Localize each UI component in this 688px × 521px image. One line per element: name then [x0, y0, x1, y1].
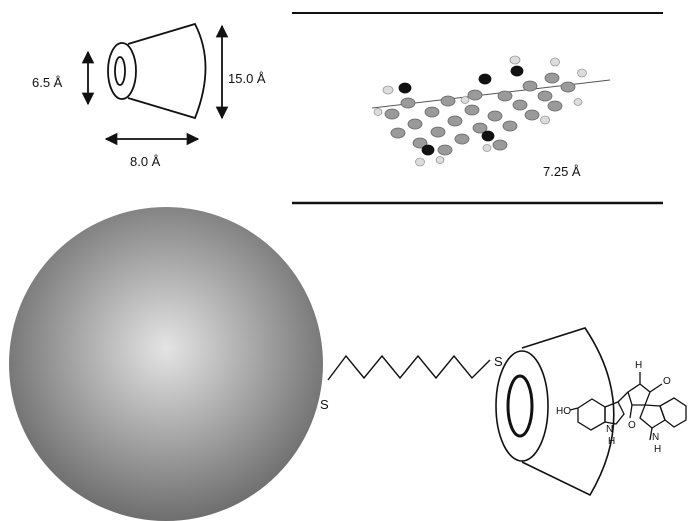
cyclodextrin-host: [495, 327, 615, 497]
hydrogen-atoms: [373, 55, 587, 167]
hydrogen-lower-left-label: H: [608, 436, 615, 447]
carbon-atoms: [384, 72, 576, 156]
molecular-layer-panel: 7.25 Å: [292, 12, 663, 205]
nitrogen-right-label: N: [652, 432, 659, 443]
host-sulfur-label: S: [494, 354, 503, 369]
guest-atom-labels: HO N H H O O N H: [556, 360, 671, 455]
outer-diameter-label: 15.0 Å: [228, 71, 266, 86]
cyclodextrin-cone-shape: [107, 22, 207, 120]
hydroxyl-label: HO: [556, 406, 571, 417]
surface-sulfur-label: S: [320, 397, 329, 412]
layer-spacing-label: 7.25 Å: [543, 164, 581, 179]
hydrogen-right-label: H: [654, 444, 661, 455]
cyclodextrin-dimension-panel: 6.5 Å 15.0 Å 8.0 Å: [32, 22, 266, 169]
hydrogen-top-label: H: [635, 360, 642, 371]
oxygen-top-label: O: [663, 376, 671, 387]
inner-diameter-label: 6.5 Å: [32, 75, 63, 90]
surface-assembly-panel: S S HO N H H O O: [9, 207, 687, 521]
oxygen-lower-label: O: [628, 420, 636, 431]
molecule-atoms: [373, 55, 587, 167]
height-label: 8.0 Å: [130, 154, 161, 169]
oxygen-atoms: [398, 65, 524, 156]
alkyl-chain-linker: [327, 354, 491, 381]
nitrogen-lower-left-label: N: [606, 424, 613, 435]
guest-molecule: [569, 372, 687, 441]
nanoparticle-sphere: [9, 207, 323, 521]
